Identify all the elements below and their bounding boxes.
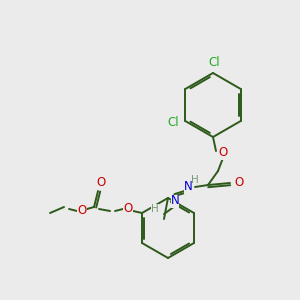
- Text: O: O: [218, 146, 228, 160]
- Text: Cl: Cl: [167, 116, 179, 130]
- Text: O: O: [96, 176, 106, 190]
- Text: H: H: [151, 204, 159, 214]
- Text: O: O: [234, 176, 244, 190]
- Text: O: O: [77, 205, 87, 218]
- Text: O: O: [123, 202, 133, 215]
- Text: H: H: [191, 175, 199, 185]
- Text: N: N: [184, 181, 192, 194]
- Text: N: N: [171, 194, 179, 208]
- Text: Cl: Cl: [208, 56, 220, 70]
